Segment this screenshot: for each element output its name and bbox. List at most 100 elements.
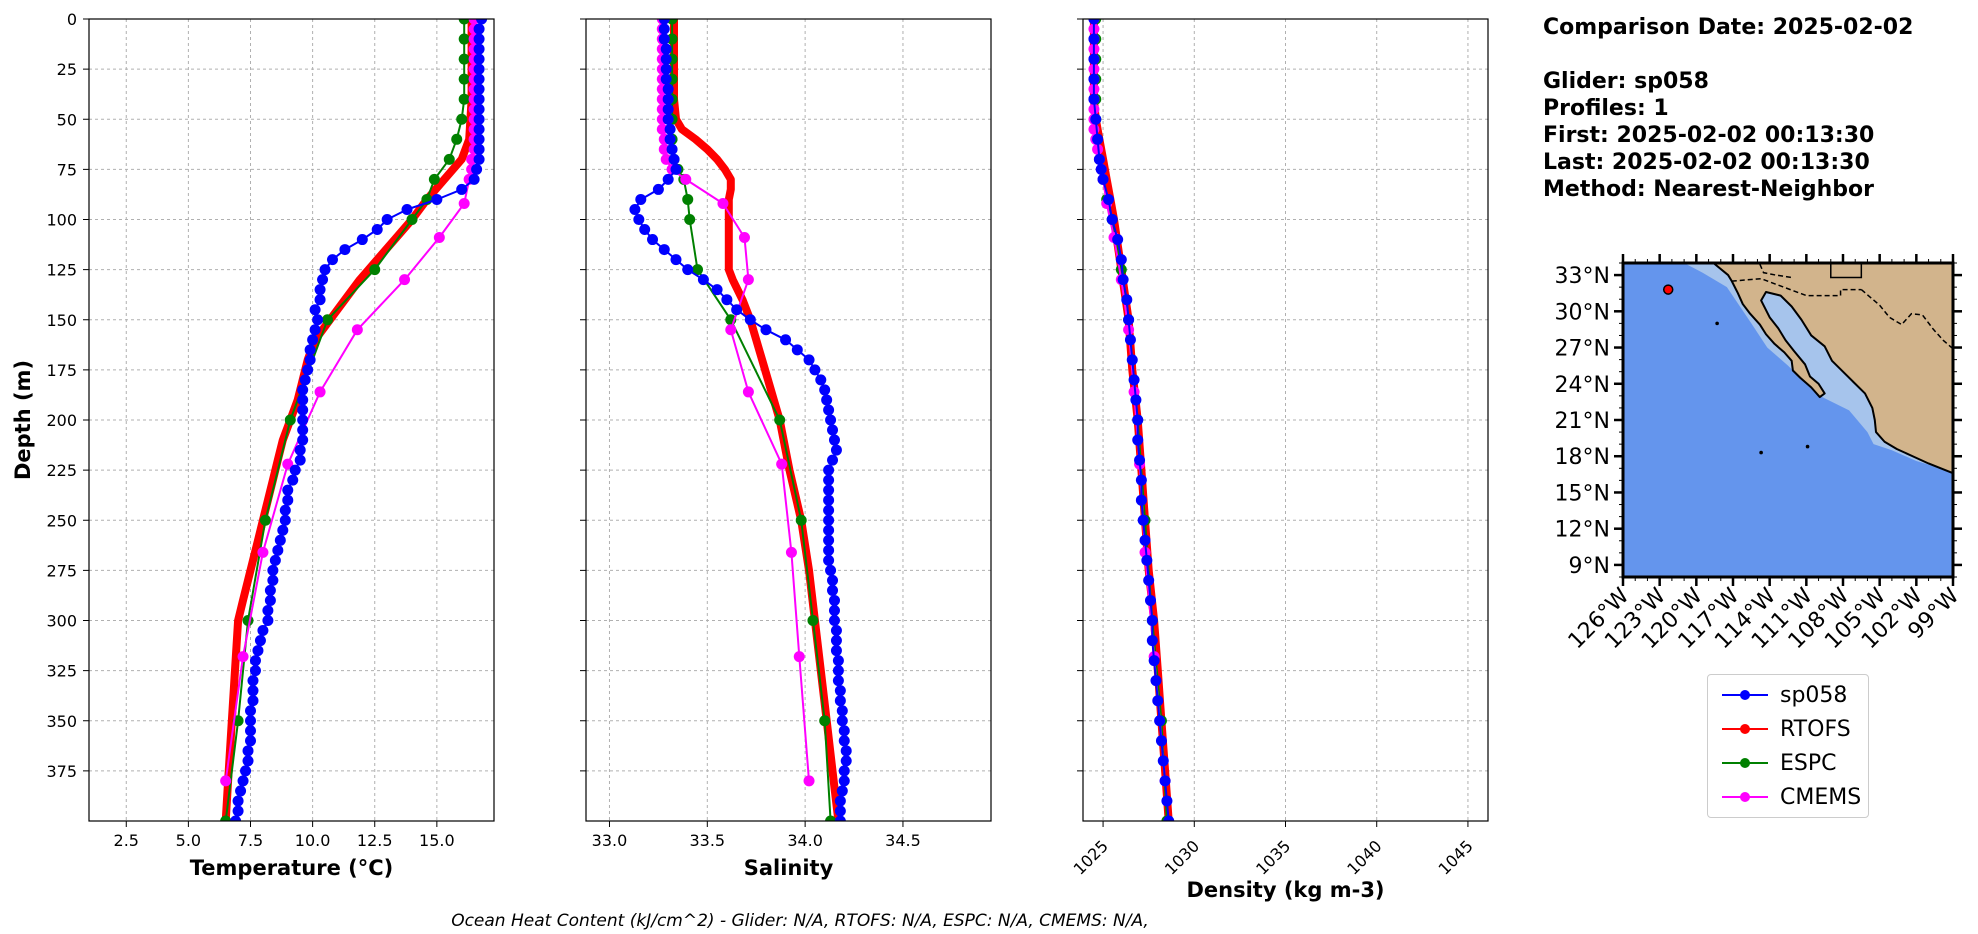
x-axis-label: Temperature (°C) (190, 856, 393, 880)
data-point-espc (682, 193, 694, 205)
island (1715, 321, 1719, 326)
data-point-sp058 (836, 705, 848, 717)
data-point-sp058 (834, 685, 846, 697)
data-point-sp058 (834, 795, 846, 807)
data-point-cmems (793, 651, 805, 663)
data-point-sp058 (317, 274, 329, 286)
data-point-sp058 (289, 464, 301, 476)
data-point-sp058 (832, 655, 844, 667)
border-state (1759, 263, 1792, 279)
data-point-sp058 (635, 193, 647, 205)
data-point-sp058 (836, 785, 848, 797)
y-tick-label: 75 (57, 160, 77, 179)
data-point-cmems (658, 143, 670, 155)
data-point-sp058 (257, 625, 269, 637)
data-point-sp058 (823, 404, 835, 416)
data-point-sp058 (823, 464, 835, 476)
glider-marker (1662, 284, 1674, 295)
data-point-sp058 (232, 795, 244, 807)
data-point-espc (458, 53, 470, 65)
data-point-sp058 (269, 554, 281, 566)
data-point-sp058 (473, 93, 485, 105)
data-point-cmems (717, 197, 729, 209)
data-point-espc (819, 715, 831, 727)
data-point-sp058 (670, 163, 682, 175)
data-point-sp058 (697, 274, 709, 286)
method: Method: Nearest-Neighbor (1543, 177, 1874, 202)
legend-line-cmems (1722, 792, 1768, 802)
data-point-sp058 (473, 123, 485, 135)
data-point-sp058 (235, 785, 247, 797)
data-point-sp058 (823, 534, 835, 546)
data-point-sp058 (264, 584, 276, 596)
data-point-sp058 (1132, 414, 1144, 426)
data-point-sp058 (660, 63, 672, 75)
data-point-sp058 (371, 224, 383, 236)
legend-label: CMEMS (1780, 784, 1862, 810)
data-point-sp058 (1095, 163, 1107, 175)
data-point-sp058 (662, 173, 674, 185)
data-point-sp058 (264, 594, 276, 606)
data-point-sp058 (473, 113, 485, 125)
data-point-espc (692, 264, 704, 276)
data-point-sp058 (272, 544, 284, 556)
data-point-sp058 (830, 625, 842, 637)
data-point-sp058 (456, 183, 468, 195)
data-point-sp058 (827, 454, 839, 466)
data-point-sp058 (237, 775, 249, 787)
data-point-sp058 (297, 384, 309, 396)
data-point-sp058 (823, 544, 835, 556)
x-tick-label: 1035 (1252, 836, 1294, 878)
x-tick-label: 33.5 (689, 831, 725, 850)
data-point-sp058 (1152, 695, 1164, 707)
data-point-espc (443, 153, 455, 165)
data-point-sp058 (1128, 374, 1140, 386)
y-tick-label: 275 (46, 561, 77, 580)
data-point-sp058 (262, 604, 274, 616)
data-point-espc (284, 414, 296, 426)
data-point-espc (458, 73, 470, 85)
data-point-sp058 (1106, 214, 1118, 225)
lat-tick-label: 27°N (1555, 337, 1610, 362)
data-point-sp058 (245, 705, 257, 717)
legend: sp058 RTOFS ESPC CMEMS (1707, 674, 1869, 818)
legend-label: ESPC (1780, 750, 1837, 776)
data-point-sp058 (1112, 234, 1124, 246)
lat-tick-label: 30°N (1555, 300, 1610, 325)
data-point-sp058 (823, 504, 835, 516)
data-point-espc (458, 93, 470, 105)
data-point-cmems (237, 651, 249, 663)
x-tick-label: 34.5 (885, 831, 921, 850)
data-point-sp058 (838, 735, 850, 747)
data-point-sp058 (1126, 354, 1138, 366)
last-time: Last: 2025-02-02 00:13:30 (1543, 150, 1870, 175)
legend-line-espc (1722, 758, 1768, 768)
data-point-cmems (776, 458, 788, 470)
profile-panel-2: 33.0 33.5 34.0 34.5 Salinity (580, 18, 992, 880)
data-point-sp058 (282, 484, 294, 496)
y-tick-label: 200 (46, 411, 77, 430)
data-point-cmems (220, 775, 232, 787)
data-point-sp058 (828, 615, 840, 626)
data-point-espc (322, 314, 334, 326)
x-tick-label: 5.0 (176, 831, 201, 850)
data-point-sp058 (660, 53, 672, 65)
y-tick-label: 325 (46, 662, 77, 681)
data-point-sp058 (1088, 19, 1100, 25)
data-point-sp058 (1124, 334, 1136, 346)
legend-line-rtofs (1722, 724, 1768, 734)
data-point-sp058 (840, 745, 852, 757)
data-point-sp058 (473, 63, 485, 75)
data-point-sp058 (830, 645, 842, 657)
land-mexico (1712, 262, 1954, 475)
plot-frame (88, 18, 495, 822)
data-point-sp058 (274, 534, 286, 546)
data-point-cmems (433, 232, 445, 244)
data-point-sp058 (245, 715, 257, 727)
data-point-sp058 (245, 725, 257, 737)
data-point-sp058 (823, 514, 835, 526)
series-group (1088, 19, 1175, 821)
data-point-cmems (351, 324, 363, 336)
data-point-sp058 (633, 214, 645, 225)
